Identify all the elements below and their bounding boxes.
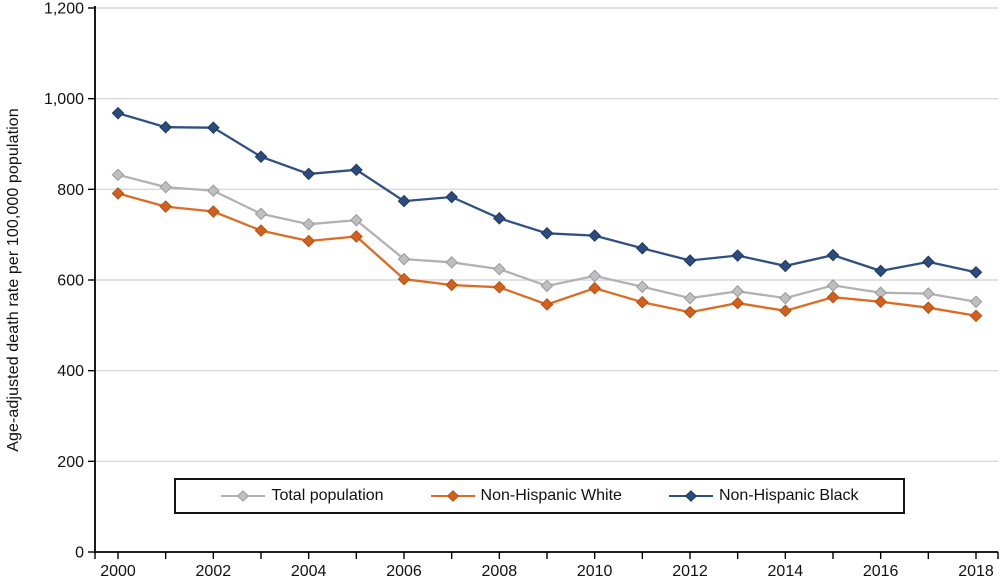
x-axis: 2000 2002 2004 2006 2008 2010 2012 2014 2016 2018	[94, 552, 999, 580]
data-point-marker	[397, 272, 411, 286]
data-point-marker	[159, 120, 172, 134]
data-point-marker	[922, 287, 935, 300]
data-point-marker	[969, 265, 983, 279]
gridlines	[95, 7, 998, 463]
data-point-marker	[302, 234, 315, 248]
data-point-marker	[922, 301, 935, 314]
y-tick-label: 400	[57, 363, 84, 380]
legend-item-non-hispanic-black: Non-Hispanic Black	[668, 487, 859, 505]
data-point-marker	[350, 213, 363, 227]
data-point-marker	[874, 295, 887, 309]
data-point-marker	[779, 304, 792, 318]
y-tick-label: 0	[75, 545, 84, 562]
legend-item-total-population: Total population	[220, 487, 384, 505]
y-tick-label: 200	[57, 454, 84, 471]
data-point-marker	[254, 150, 268, 164]
data-point-marker	[493, 262, 506, 276]
data-point-marker	[731, 285, 744, 298]
data-point-marker	[588, 269, 601, 283]
legend-label: Non-Hispanic White	[480, 487, 622, 504]
legend: Total population Non-Hispanic White Non-…	[174, 478, 905, 514]
x-tick-label: 2010	[577, 563, 613, 580]
data-point-marker	[111, 106, 125, 120]
data-point-marker	[493, 280, 506, 294]
data-point-marker	[207, 121, 220, 134]
series-non-hispanic-white	[111, 187, 983, 323]
data-point-marker	[445, 256, 458, 269]
legend-label: Total population	[271, 487, 384, 504]
data-point-marker	[779, 291, 792, 305]
data-point-marker	[111, 168, 125, 182]
data-point-marker	[969, 295, 983, 309]
data-point-marker	[588, 229, 601, 242]
data-point-marker	[683, 305, 697, 319]
x-tick-label: 2000	[100, 563, 136, 580]
series-line	[117, 112, 977, 274]
y-tick-label: 1,200	[44, 1, 84, 18]
data-point-marker	[493, 212, 506, 225]
legend-item-non-hispanic-white: Non-Hispanic White	[430, 487, 622, 505]
y-axis: 0 200 400 600 800 1,000 1,200	[44, 1, 95, 562]
x-tick-label: 2014	[768, 563, 804, 580]
x-tick-label: 2012	[672, 563, 708, 580]
data-point-marker	[254, 207, 268, 221]
y-tick-label: 600	[57, 273, 84, 290]
data-point-marker	[207, 184, 220, 198]
data-point-marker	[636, 241, 649, 255]
data-point-marker	[874, 264, 887, 278]
data-point-marker	[540, 226, 554, 240]
data-point-marker	[826, 248, 840, 262]
total-population-line-marker-icon	[221, 490, 266, 502]
x-tick-label: 2004	[291, 563, 327, 580]
data-point-marker	[111, 187, 125, 200]
y-tick-label: 800	[57, 182, 84, 199]
data-point-marker	[683, 254, 697, 267]
data-point-marker	[540, 298, 554, 311]
series-line	[117, 192, 977, 317]
non-hispanic-white-line-marker-icon	[430, 490, 475, 502]
x-tick-label: 2018	[958, 563, 994, 580]
data-point-marker	[254, 224, 268, 237]
data-point-marker	[540, 279, 554, 293]
data-point-marker	[207, 205, 220, 218]
y-tick-label: 1,000	[44, 91, 84, 108]
data-point-marker	[636, 295, 649, 309]
series-total-population	[111, 168, 983, 309]
x-tick-label: 2008	[482, 563, 518, 580]
legend-label: Non-Hispanic Black	[718, 487, 859, 504]
data-point-marker	[350, 230, 363, 243]
data-point-marker	[445, 190, 458, 204]
y-axis-title: Age-adjusted death rate per 100,000 popu…	[5, 108, 22, 452]
data-point-marker	[350, 163, 363, 177]
data-point-marker	[397, 252, 411, 266]
series-non-hispanic-black	[111, 106, 983, 279]
data-point-marker	[731, 249, 744, 262]
non-hispanic-black-line-marker-icon	[668, 490, 713, 502]
x-tick-label: 2006	[386, 563, 422, 580]
data-point-marker	[159, 200, 172, 213]
data-point-marker	[922, 255, 935, 269]
x-tick-label: 2002	[196, 563, 232, 580]
data-point-marker	[445, 278, 458, 292]
data-point-marker	[397, 194, 411, 208]
data-point-marker	[826, 290, 840, 304]
data-point-marker	[683, 291, 697, 305]
data-point-marker	[302, 217, 315, 231]
data-point-marker	[731, 296, 744, 310]
data-point-marker	[302, 167, 315, 181]
data-point-marker	[969, 309, 983, 323]
data-point-marker	[779, 259, 792, 273]
x-tick-label: 2016	[863, 563, 899, 580]
data-point-marker	[588, 281, 601, 295]
data-point-marker	[636, 280, 649, 294]
data-point-marker	[159, 180, 172, 194]
data-point-marker	[826, 279, 840, 292]
